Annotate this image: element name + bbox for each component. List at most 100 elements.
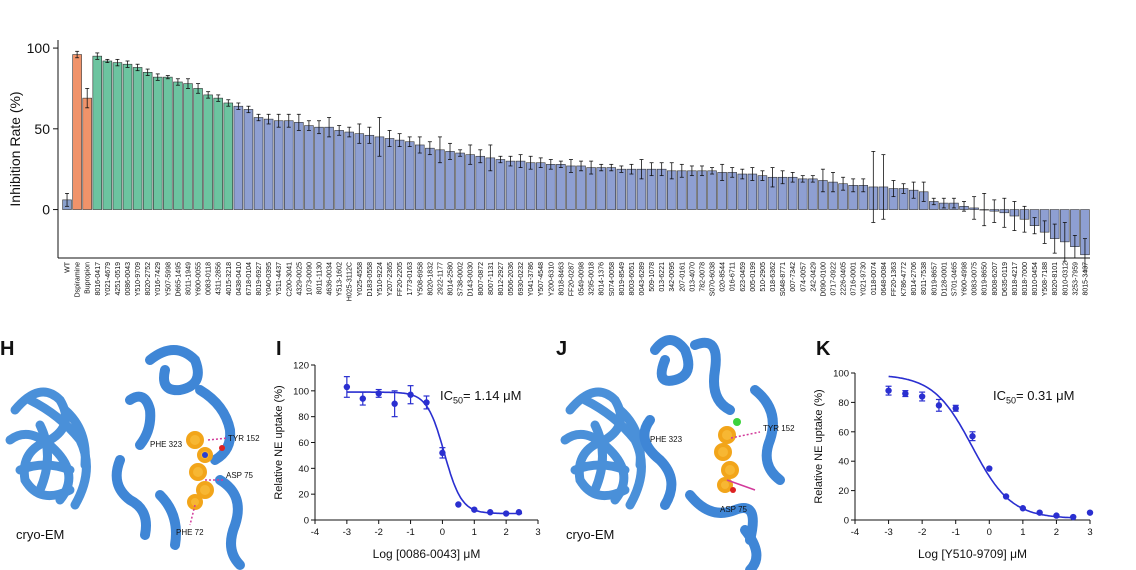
x-tick-label: 8020-2752 — [145, 262, 152, 296]
whole-protein-j — [560, 387, 646, 510]
x-tick-label: Y510-9224 — [377, 262, 384, 296]
x-tick-label: D665-1495 — [175, 262, 182, 297]
x-tick-label: 2922-1177 — [437, 262, 444, 295]
y-axis-label: Inhibition Rate (%) — [7, 91, 23, 206]
fit-curve — [888, 375, 1074, 519]
data-point — [1036, 509, 1043, 516]
x-tick-label: 8003-6051 — [629, 262, 636, 296]
bar — [404, 141, 415, 210]
bar — [707, 170, 717, 210]
x-tick-label: 0043-6289 — [639, 262, 646, 296]
x-tick-label: D090-0100 — [820, 262, 827, 297]
bar — [193, 88, 203, 210]
x-tick-label: 1 — [1020, 527, 1025, 538]
bar — [102, 60, 113, 210]
x-tick-label: 8014-2580 — [448, 262, 455, 296]
x-tick-label: Y021-4679 — [105, 262, 112, 296]
structure-j-image: PHE 323 TYR 152 ASP 75 — [560, 335, 795, 570]
data-point — [375, 390, 382, 397]
bar — [82, 97, 92, 210]
y-tick-label: 60 — [838, 427, 849, 438]
x-tick-label: S738-0002 — [458, 262, 465, 296]
y-tick-label: 0 — [304, 516, 309, 527]
ic50-sub-i: 50 — [453, 395, 464, 406]
x-tick-label: 8015-3437 — [1082, 262, 1089, 296]
x-tick-label: -1 — [951, 527, 959, 538]
bar — [606, 167, 617, 210]
bar — [112, 62, 123, 210]
x-tick-label: S070-6038 — [710, 262, 717, 296]
x-tick-label: 6718-0104 — [246, 262, 253, 296]
x-axis-label: Log [0086-0043] μM — [373, 547, 481, 561]
x-tick-label: 3253-7959 — [1072, 262, 1079, 296]
data-point — [902, 390, 909, 397]
bar — [243, 109, 254, 210]
y-tick-label: 60 — [298, 438, 309, 449]
x-tick-label: 8020-8101 — [1052, 262, 1059, 296]
bar — [324, 126, 334, 210]
ligand-oxygen-h — [219, 445, 225, 451]
x-tick-label: 0118-0074 — [871, 262, 878, 295]
x-tick-label: 3 — [535, 527, 540, 538]
residue-label-h-3: PHE 72 — [176, 528, 204, 537]
bar — [455, 152, 465, 210]
x-tick-label: Y508-7188 — [1042, 262, 1049, 296]
y-tick-label: 50 — [34, 121, 50, 137]
x-tick-label: Y200-6310 — [548, 262, 555, 296]
cryo-em-caption-h: cryo-EM — [16, 527, 65, 542]
data-point — [885, 387, 892, 394]
whole-protein-h — [5, 387, 91, 510]
bar — [183, 83, 193, 210]
y-tick-label: 120 — [293, 361, 309, 372]
bar — [626, 168, 637, 210]
x-tick-label: 0549-0098 — [579, 262, 586, 296]
x-tick-label: 8014-1376 — [599, 262, 606, 296]
x-tick-label: 207-0161 — [679, 262, 686, 292]
data-point — [423, 399, 430, 406]
x-tick-label: 8014-2706 — [911, 262, 918, 296]
x-tick-label: 8018-4217 — [1012, 262, 1019, 296]
x-tick-label: 0083-0118 — [206, 262, 213, 295]
data-point — [439, 449, 446, 457]
x-tick-label: Dspiramine — [75, 262, 82, 298]
x-tick-label: 007-7342 — [790, 262, 797, 292]
x-tick-label: -3 — [884, 527, 892, 538]
bar — [203, 94, 213, 210]
bar — [384, 138, 395, 210]
x-tick-label: 3295-0018 — [589, 262, 596, 296]
y-tick-label: 80 — [838, 398, 849, 409]
bar — [153, 76, 163, 210]
x-tick-label: Y507-4548 — [538, 262, 545, 296]
x-tick-label: 0717-0922 — [831, 262, 838, 296]
helix-j — [639, 335, 785, 570]
x-tick-label: -2 — [374, 527, 382, 538]
y-tick-label: 0 — [42, 202, 50, 218]
data-point — [986, 465, 993, 472]
x-tick-label: -3 — [343, 527, 351, 538]
bar — [737, 173, 748, 210]
y-tick-label: 100 — [293, 386, 309, 397]
bar — [556, 164, 566, 210]
ic50-label-i: IC50= 1.14 μM — [440, 388, 521, 406]
x-tick-label: Y513-1602 — [337, 262, 344, 296]
bar — [535, 162, 546, 210]
x-tick-label: 1773-0163 — [407, 262, 414, 296]
bar — [142, 71, 153, 210]
data-point — [1002, 493, 1010, 500]
data-point — [935, 402, 943, 409]
x-tick-label: H025-3112C — [347, 262, 354, 301]
x-tick-label: 8018-7000 — [1022, 262, 1029, 296]
bar — [173, 81, 183, 210]
x-tick-label: 4329-0025 — [296, 262, 303, 296]
ic50-value-i: = 1.14 μM — [463, 388, 522, 403]
y-axis-label: Relative NE uptake (%) — [273, 385, 285, 499]
x-tick-label: 005-0199 — [750, 262, 757, 292]
x-tick-label: 013-4070 — [689, 262, 696, 292]
x-tick-label: 8007-1131 — [488, 262, 495, 295]
bar — [798, 178, 808, 210]
ligand-nitrogen-h — [202, 452, 208, 458]
ic50-text-i: IC — [440, 388, 453, 403]
ic50-label-k: IC50= 0.31 μM — [993, 388, 1074, 406]
y-tick-label: 20 — [838, 486, 849, 497]
x-tick-label: Y207-2365 — [387, 262, 394, 296]
